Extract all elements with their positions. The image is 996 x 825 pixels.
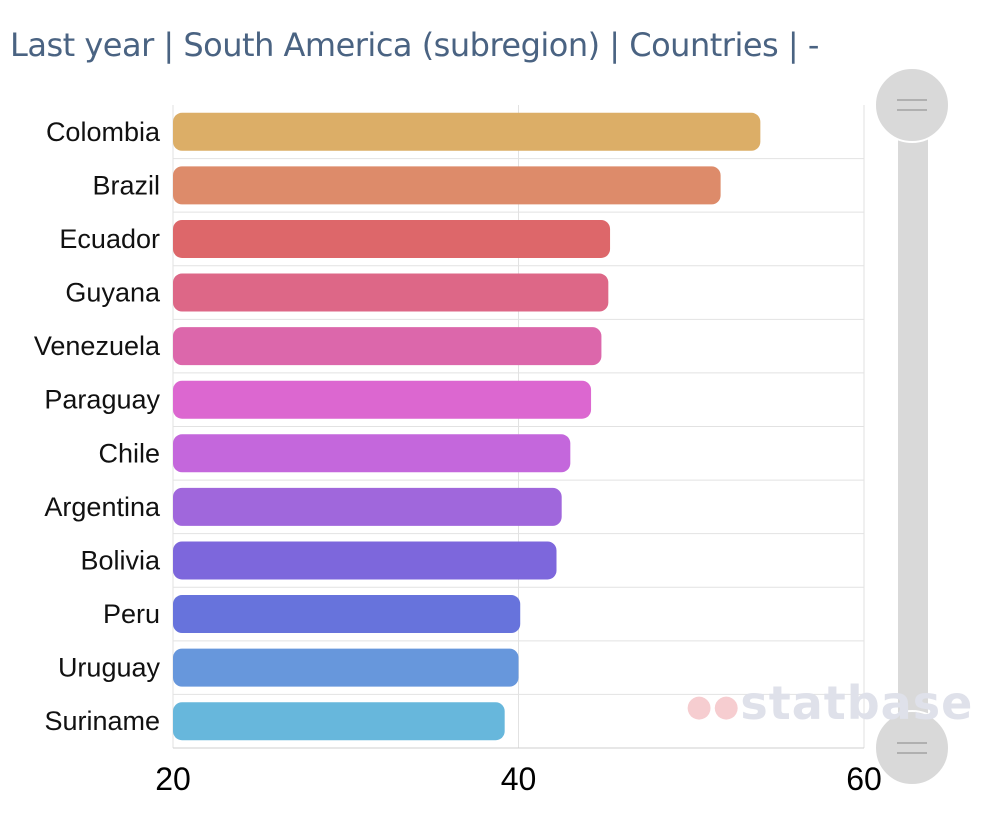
category-label: Chile <box>98 438 160 468</box>
bar-paraguay[interactable] <box>173 380 592 419</box>
bar-guyana[interactable] <box>173 273 609 312</box>
category-label: Paraguay <box>44 385 160 415</box>
bar-peru[interactable] <box>173 595 521 634</box>
x-tick-label: 40 <box>501 761 537 797</box>
bar-argentina[interactable] <box>173 487 562 526</box>
category-label: Ecuador <box>59 224 160 254</box>
category-label: Bolivia <box>80 545 161 575</box>
category-label: Brazil <box>92 170 160 200</box>
chart-title: Last year | South America (subregion) | … <box>10 26 819 64</box>
category-label: Uruguay <box>58 653 161 683</box>
category-label: Argentina <box>44 492 161 522</box>
scrollbar-track[interactable] <box>898 105 928 745</box>
bar-venezuela[interactable] <box>173 327 602 366</box>
bar-uruguay[interactable] <box>173 648 519 687</box>
category-label: Guyana <box>65 278 161 308</box>
category-label: Peru <box>103 599 160 629</box>
bar-bolivia[interactable] <box>173 541 557 580</box>
bar-brazil[interactable] <box>173 166 721 205</box>
category-label: Venezuela <box>34 331 161 361</box>
bar-chile[interactable] <box>173 434 571 473</box>
x-tick-label: 20 <box>155 761 191 797</box>
category-label: Suriname <box>44 706 160 736</box>
x-tick-label: 60 <box>846 761 882 797</box>
scrollbar-top-handle[interactable] <box>874 67 950 143</box>
statbase-watermark: ●●statbase <box>686 676 974 730</box>
category-label: Colombia <box>46 117 161 147</box>
bar-ecuador[interactable] <box>173 219 611 258</box>
bar-colombia[interactable] <box>173 112 761 151</box>
bar-suriname[interactable] <box>173 702 505 741</box>
scrollbar-bottom-handle[interactable] <box>874 710 950 786</box>
